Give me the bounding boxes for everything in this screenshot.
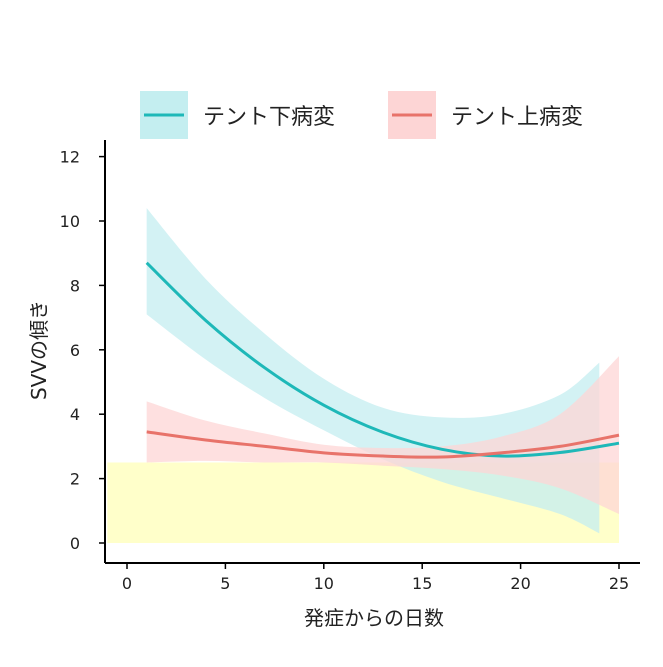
y-tick-label: 6	[70, 341, 80, 360]
y-tick-label: 8	[70, 276, 80, 295]
x-tick-label: 25	[609, 574, 629, 593]
x-tick-label: 10	[314, 574, 334, 593]
y-tick-label: 2	[70, 470, 80, 489]
y-tick-label: 10	[60, 212, 80, 231]
x-tick-label: 5	[220, 574, 230, 593]
legend-label-1: テント上病変	[451, 105, 583, 130]
legend-label-0: テント下病変	[203, 105, 335, 130]
x-tick-label: 20	[510, 574, 530, 593]
y-tick-label: 12	[60, 148, 80, 167]
y-tick-label: 0	[70, 534, 80, 553]
y-axis-label: SVVの傾き	[27, 300, 51, 400]
y-tick-label: 4	[70, 405, 80, 424]
confidence-ribbon-1	[146, 356, 619, 515]
x-tick-label: 15	[412, 574, 432, 593]
x-tick-label: 0	[122, 574, 132, 593]
x-axis-label: 発症からの日数	[304, 606, 444, 630]
series-line-1	[146, 430, 620, 459]
series-line-0	[145, 261, 620, 458]
